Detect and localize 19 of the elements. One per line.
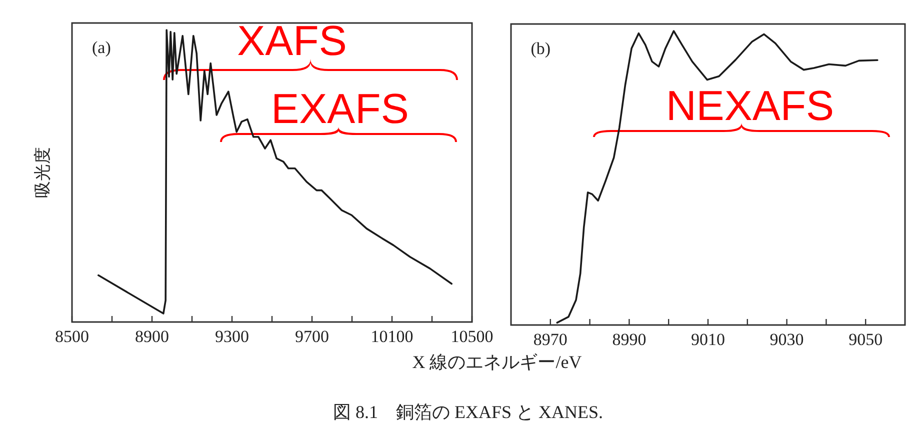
x-tick-label: 10100	[370, 327, 414, 346]
annotation: NEXAFS	[666, 82, 834, 129]
annotation: EXAFS	[271, 85, 409, 132]
caption: 図 8.1 銅箔の EXAFS と XANES.	[332, 402, 604, 422]
annotation: (a)	[92, 38, 111, 57]
annotation: XAFS	[237, 17, 347, 64]
x-tick-label: 9030	[770, 330, 804, 349]
x-tick-label: 10500	[450, 327, 494, 346]
x-tick-label: 8500	[55, 327, 89, 346]
y-axis-title: 吸光度	[32, 147, 52, 198]
annotation: (b)	[530, 39, 551, 58]
x-tick-label: 8970	[533, 330, 568, 349]
x-tick-label: 8990	[612, 330, 646, 349]
x-tick-label: 8900	[135, 327, 169, 346]
x-tick-label: 9050	[848, 330, 883, 349]
x-axis-title: X 線のエネルギー/eV	[412, 352, 582, 372]
x-tick-label: 9300	[215, 327, 249, 346]
x-tick-label: 9700	[295, 327, 329, 346]
x-tick-label: 9010	[691, 330, 725, 349]
